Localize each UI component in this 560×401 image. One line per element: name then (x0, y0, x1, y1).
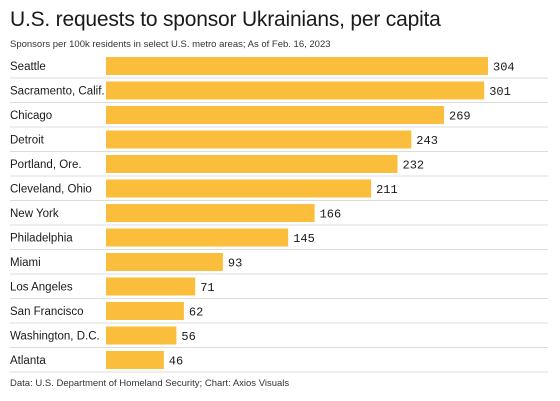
value-label: 46 (169, 355, 183, 369)
category-label: Atlanta (10, 355, 46, 367)
source-note: Data: U.S. Department of Homeland Securi… (10, 378, 290, 389)
value-label: 166 (320, 208, 342, 222)
category-label: Miami (10, 257, 41, 269)
bar (106, 81, 485, 100)
value-label: 145 (293, 232, 315, 246)
bar-row: Portland, Ore. 232 (10, 155, 548, 177)
bar (106, 277, 196, 296)
category-label: New York (10, 208, 59, 220)
chart-title: U.S. requests to sponsor Ukrainians, per… (10, 8, 441, 31)
bar-row: Sacramento, Calif. 301 (10, 81, 548, 103)
category-label: Chicago (10, 110, 52, 122)
bar-row: Los Angeles 71 (10, 277, 548, 299)
bar-row: Philadelphia 145 (10, 228, 548, 250)
bar (106, 228, 289, 247)
bar (106, 57, 488, 75)
bar-row: Miami 93 (10, 253, 548, 275)
category-label: Portland, Ore. (10, 159, 82, 171)
category-label: Sacramento, Calif. (10, 86, 105, 98)
bar (106, 204, 315, 222)
bar (106, 253, 223, 271)
value-label: 62 (189, 306, 203, 320)
category-label: Seattle (10, 61, 46, 73)
value-label: 211 (376, 183, 398, 197)
category-label: Cleveland, Ohio (10, 184, 92, 196)
value-label: 243 (416, 134, 438, 148)
value-label: 232 (403, 159, 425, 173)
value-label: 56 (181, 330, 195, 344)
category-label: Philadelphia (10, 233, 73, 245)
bar-row: Seattle 304 (10, 57, 548, 79)
value-label: 301 (489, 85, 511, 99)
bar-row: Washington, D.C. 56 (10, 326, 548, 348)
category-label: Detroit (10, 135, 45, 147)
value-label: 93 (228, 257, 242, 271)
bar-row: Atlanta 46 (10, 351, 548, 373)
bar-row: New York 166 (10, 204, 548, 226)
value-label: 71 (200, 281, 214, 295)
value-label: 269 (449, 110, 471, 124)
bar-rows: Seattle 304 Sacramento, Calif. 301 Chicago 26… (10, 57, 548, 373)
category-label: Los Angeles (10, 282, 73, 294)
chart-subtitle: Sponsors per 100k residents in select U.… (10, 39, 331, 50)
category-label: San Francisco (10, 306, 84, 318)
bar (106, 326, 177, 345)
bar-row: Cleveland, Ohio 211 (10, 179, 548, 201)
bar (106, 351, 164, 369)
bar (106, 179, 372, 198)
bar (106, 155, 398, 173)
bar-row: Chicago 269 (10, 106, 548, 128)
bar (106, 302, 184, 320)
category-label: Washington, D.C. (10, 331, 100, 343)
bar-row: Detroit 243 (10, 130, 548, 152)
value-label: 304 (493, 61, 515, 75)
bar (106, 106, 444, 124)
bar (106, 130, 412, 149)
bar-row: San Francisco 62 (10, 302, 548, 324)
